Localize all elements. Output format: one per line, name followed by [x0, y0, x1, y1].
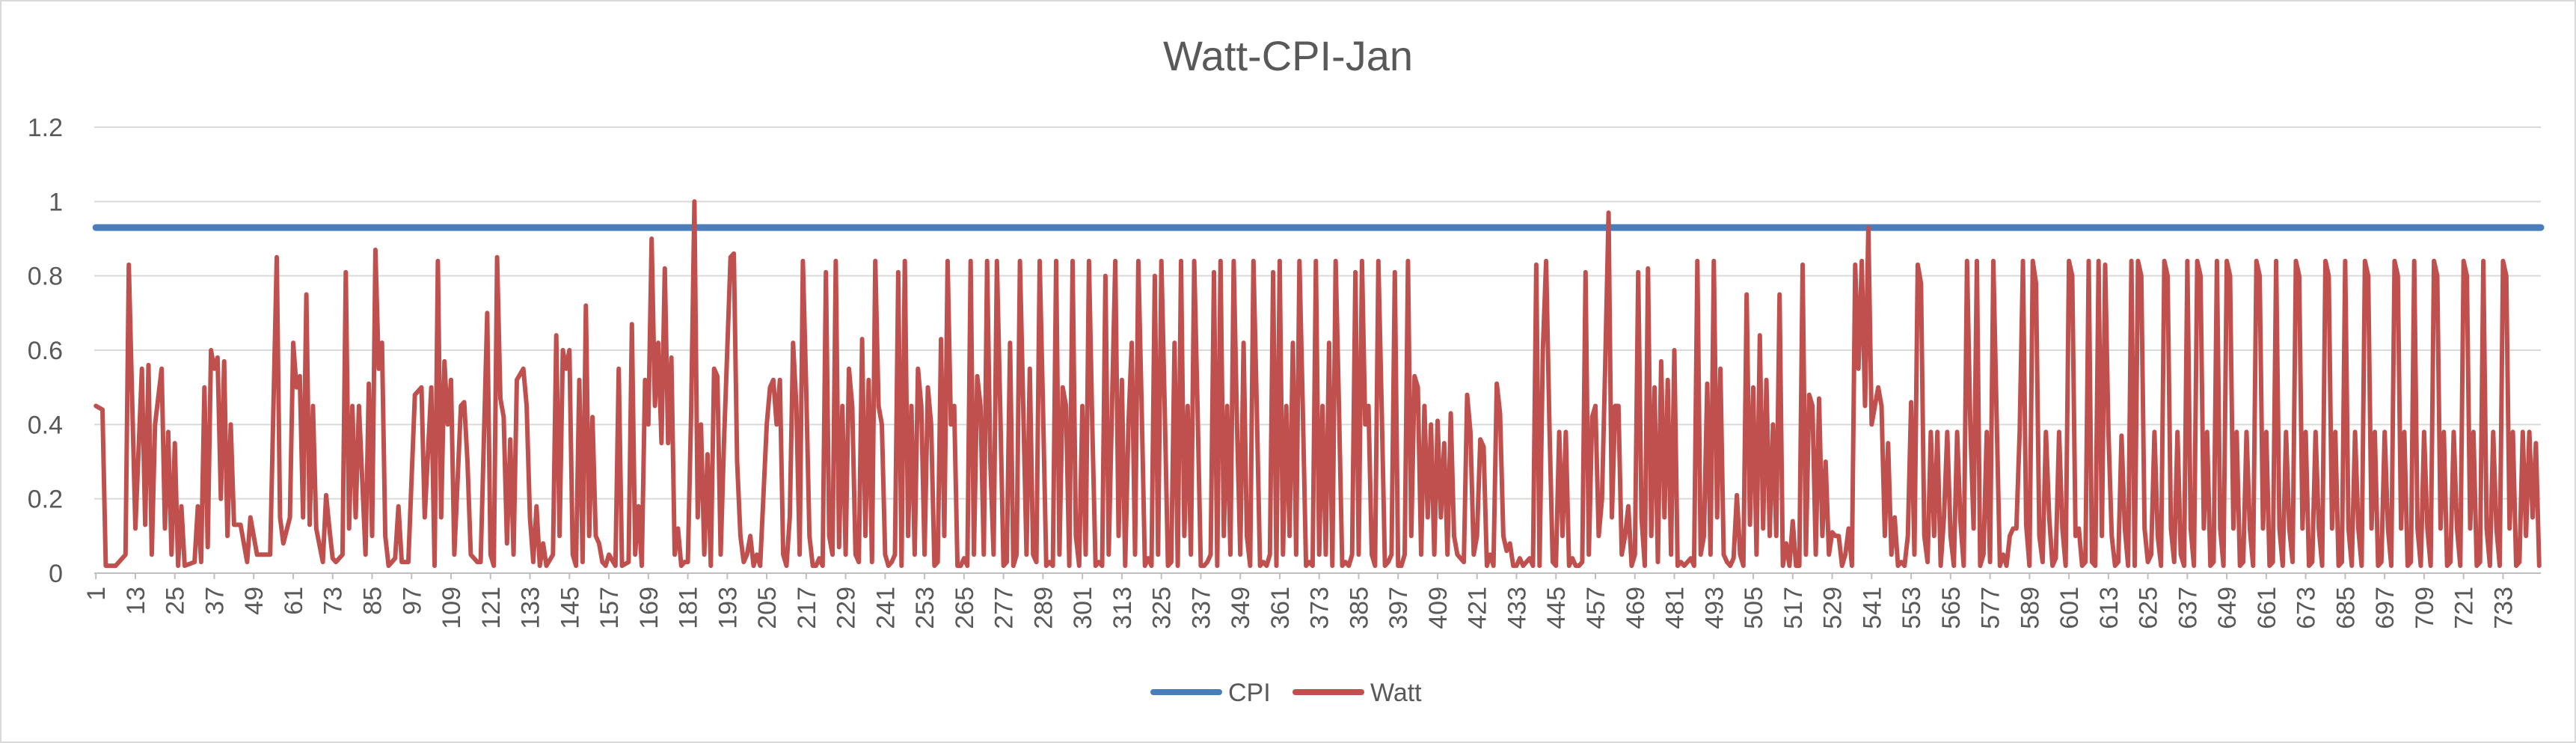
x-tick-label: 505 — [1740, 587, 1768, 629]
x-tick-label: 517 — [1779, 587, 1808, 629]
legend: CPI Watt — [1150, 679, 1422, 707]
x-tick-label: 577 — [1977, 587, 2005, 629]
x-tick-label: 673 — [2293, 587, 2321, 629]
x-tick-label: 421 — [1464, 587, 1492, 629]
x-tick-label: 433 — [1503, 587, 1531, 629]
x-tick-label: 481 — [1661, 587, 1690, 629]
chart-title: Watt-CPI-Jan — [1163, 32, 1413, 79]
y-tick-label: 0.4 — [28, 411, 63, 439]
y-axis-ticks: 0 0.2 0.4 0.6 0.8 1 1.2 — [28, 114, 63, 588]
x-tick-label: 109 — [438, 587, 466, 629]
x-tick-label: 61 — [280, 587, 308, 615]
x-tick-label: 37 — [200, 587, 229, 615]
x-tick-label: 241 — [871, 587, 900, 629]
x-tick-label: 457 — [1582, 587, 1610, 629]
x-tick-label: 49 — [240, 587, 269, 615]
legend-label-cpi: CPI — [1228, 679, 1271, 707]
x-tick-label: 265 — [951, 587, 979, 629]
x-tick-label: 145 — [556, 587, 584, 629]
x-tick-label: 313 — [1108, 587, 1137, 629]
x-tick-label: 649 — [2213, 587, 2242, 629]
x-tick-label: 409 — [1424, 587, 1453, 629]
x-tick-label: 385 — [1345, 587, 1373, 629]
x-tick-label: 637 — [2174, 587, 2202, 629]
y-tick-label: 0.6 — [28, 337, 63, 365]
x-tick-label: 205 — [753, 587, 782, 629]
x-tick-label: 493 — [1700, 587, 1729, 629]
x-tick-label: 661 — [2253, 587, 2281, 629]
x-tick-label: 229 — [832, 587, 861, 629]
x-tick-label: 361 — [1266, 587, 1295, 629]
x-tick-label: 121 — [477, 587, 506, 629]
x-tick-label: 625 — [2135, 587, 2163, 629]
y-tick-label: 0.2 — [28, 486, 63, 514]
x-tick-label: 253 — [911, 587, 939, 629]
x-tick-label: 697 — [2371, 587, 2399, 629]
x-tick-label: 601 — [2055, 587, 2084, 629]
x-axis-ticks: 1 13 25 37 49 61 73 85 97 109 121 133 145 157 169 181 19… — [82, 573, 2518, 629]
y-tick-label: 0.8 — [28, 263, 63, 291]
x-tick-label: 613 — [2095, 587, 2123, 629]
x-tick-label: 529 — [1819, 587, 1847, 629]
series-lines — [92, 199, 2545, 569]
x-tick-label: 169 — [635, 587, 663, 629]
x-tick-label: 73 — [319, 587, 348, 615]
x-tick-label: 349 — [1227, 587, 1255, 629]
x-tick-label: 721 — [2450, 587, 2479, 629]
x-tick-label: 217 — [793, 587, 821, 629]
x-tick-label: 469 — [1622, 587, 1650, 629]
x-tick-label: 541 — [1858, 587, 1886, 629]
x-tick-label: 181 — [675, 587, 703, 629]
x-tick-label: 289 — [1029, 587, 1058, 629]
x-tick-label: 13 — [122, 587, 150, 615]
x-tick-label: 553 — [1898, 587, 1926, 629]
x-tick-label: 157 — [595, 587, 624, 629]
y-tick-label: 1.2 — [28, 114, 63, 142]
x-tick-label: 25 — [162, 587, 190, 615]
legend-label-watt: Watt — [1370, 679, 1422, 707]
x-tick-label: 277 — [990, 587, 1019, 629]
x-tick-label: 709 — [2411, 587, 2439, 629]
x-tick-label: 445 — [1542, 587, 1571, 629]
x-tick-label: 133 — [517, 587, 545, 629]
series-line-watt — [93, 199, 2542, 569]
x-tick-label: 325 — [1148, 587, 1177, 629]
x-tick-label: 97 — [398, 587, 426, 615]
y-tick-label: 0 — [49, 560, 63, 588]
x-tick-label: 685 — [2331, 587, 2360, 629]
x-tick-label: 373 — [1306, 587, 1334, 629]
x-tick-label: 193 — [714, 587, 742, 629]
x-tick-label: 589 — [2016, 587, 2044, 629]
x-tick-label: 85 — [359, 587, 387, 615]
x-tick-label: 1 — [82, 587, 111, 601]
x-tick-label: 565 — [1937, 587, 1966, 629]
x-tick-label: 337 — [1187, 587, 1215, 629]
x-tick-label: 733 — [2489, 587, 2518, 629]
x-tick-label: 397 — [1384, 587, 1413, 629]
y-tick-label: 1 — [49, 188, 63, 216]
x-tick-label: 301 — [1069, 587, 1097, 629]
